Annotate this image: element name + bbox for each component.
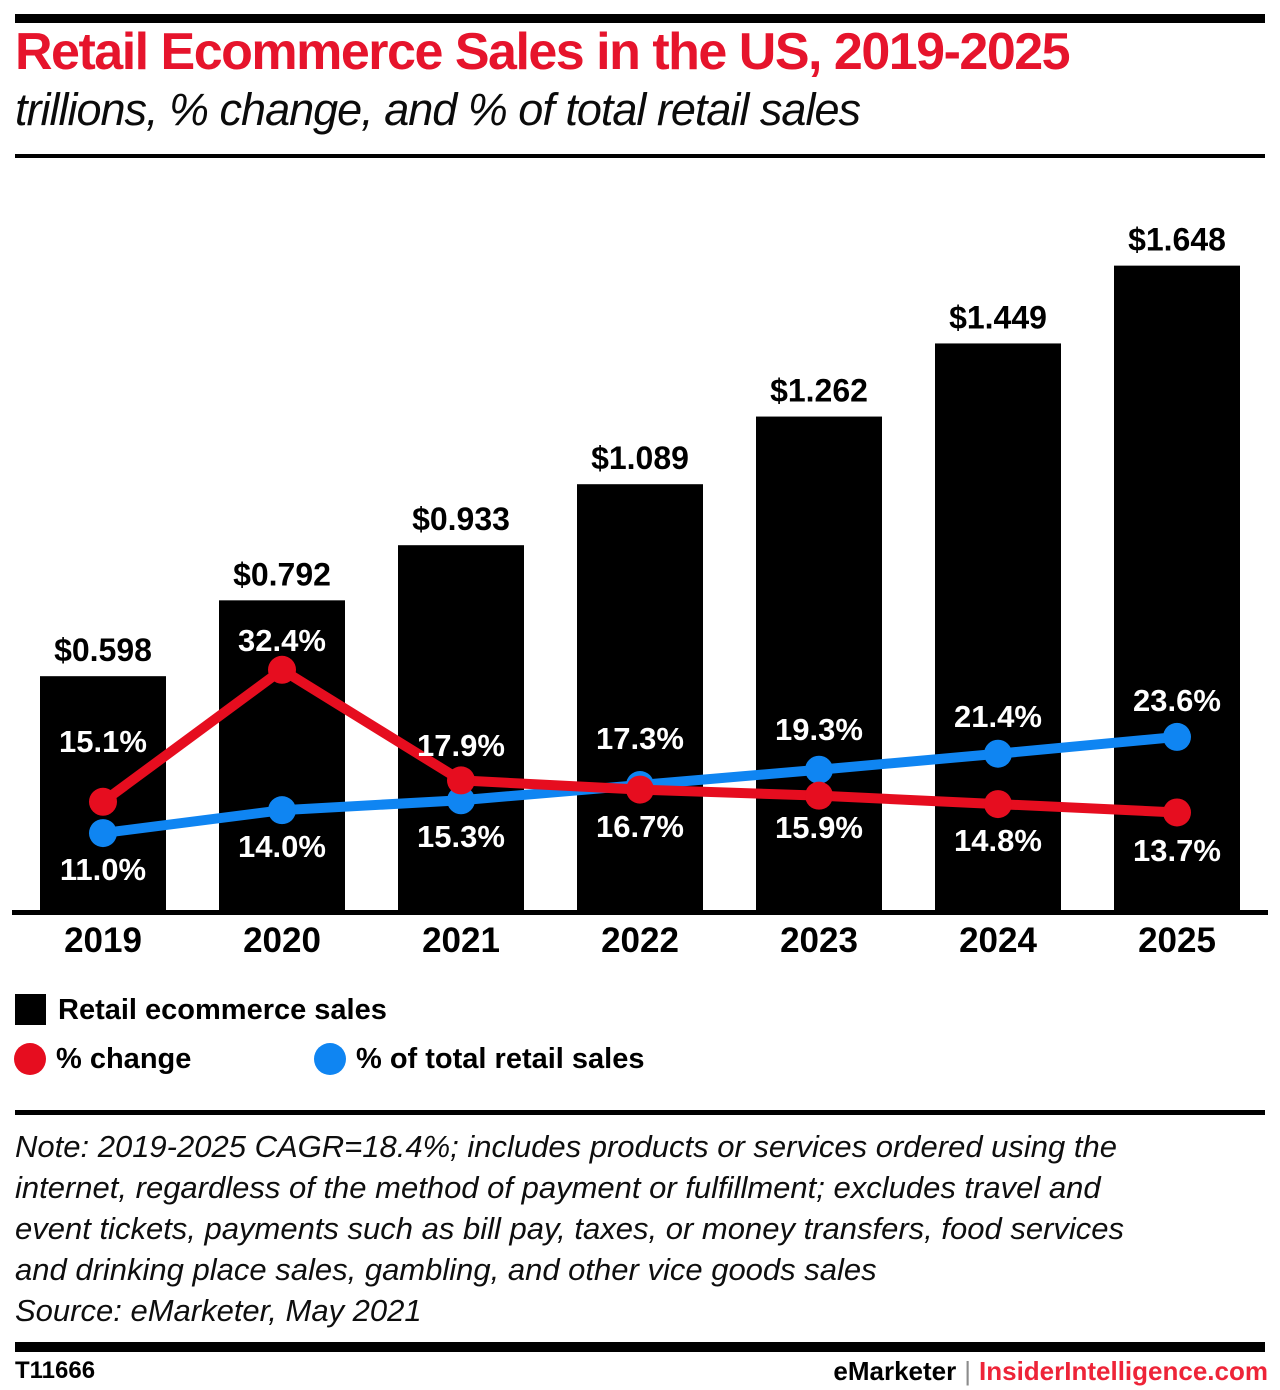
bar-2023 bbox=[756, 416, 882, 910]
pct-of-total-label-2025: 23.6% bbox=[1133, 683, 1221, 718]
title-divider bbox=[15, 154, 1265, 158]
pct-of-total-label-2019: 11.0% bbox=[60, 852, 146, 887]
pct-of-total-point-2021 bbox=[447, 786, 475, 815]
x-axis-label-2023: 2023 bbox=[780, 921, 858, 960]
chart-title: Retail Ecommerce Sales in the US, 2019-2… bbox=[15, 23, 1071, 81]
bar-2022 bbox=[577, 484, 703, 910]
note-divider bbox=[15, 1110, 1265, 1115]
note-line: event tickets, payments such as bill pay… bbox=[15, 1211, 1125, 1246]
x-axis-label-2024: 2024 bbox=[959, 921, 1037, 960]
pct-change-label-2019: 15.1% bbox=[59, 724, 147, 759]
bar-2021 bbox=[398, 545, 524, 910]
pct-of-total-label-2024: 21.4% bbox=[954, 699, 1042, 734]
pct-change-point-2020 bbox=[268, 655, 296, 684]
chart-svg: $0.598 $0.792 $0.933 $1.089 $1.262 $1.449 $1.6… bbox=[12, 222, 1268, 960]
pct-change-label-2025: 13.7% bbox=[1133, 833, 1221, 868]
x-axis-label-2025: 2025 bbox=[1138, 921, 1216, 960]
footer-rule bbox=[15, 1342, 1265, 1352]
pct-of-total-label-2022: 17.3% bbox=[596, 721, 684, 756]
pct-change-label-2021: 17.9% bbox=[417, 728, 505, 763]
pct-of-total-point-2025 bbox=[1163, 722, 1191, 751]
pct-of-total-label-2020: 14.0% bbox=[238, 829, 326, 864]
legend-bar-swatch bbox=[15, 994, 46, 1025]
note-line: internet, regardless of the method of pa… bbox=[15, 1170, 1101, 1205]
bar-value-label-2024: $1.449 bbox=[949, 299, 1047, 335]
legend-label-retail-ecommerce-sales: Retail ecommerce sales bbox=[58, 994, 387, 1026]
x-axis-label-2019: 2019 bbox=[64, 921, 142, 960]
pct-of-total-label-2021: 15.3% bbox=[417, 819, 505, 854]
legend-blue-dot-icon bbox=[314, 1043, 346, 1075]
top-rule bbox=[15, 14, 1265, 23]
pct-change-point-2021 bbox=[447, 766, 475, 795]
pct-change-label-2020: 32.4% bbox=[238, 623, 326, 658]
pct-change-point-2022 bbox=[626, 775, 654, 804]
bar-value-label-2019: $0.598 bbox=[54, 632, 152, 668]
bar-value-label-2021: $0.933 bbox=[412, 501, 510, 537]
footnote: Note: 2019-2025 CAGR=18.4%; includes pro… bbox=[15, 1126, 1265, 1331]
footer-branding: eMarketer | InsiderIntelligence.com bbox=[833, 1356, 1268, 1387]
note-line: and drinking place sales, gambling, and … bbox=[15, 1252, 877, 1287]
insider-intelligence-link[interactable]: InsiderIntelligence.com bbox=[979, 1356, 1268, 1386]
pct-of-total-point-2019 bbox=[89, 819, 117, 848]
emarketer-logo-text: eMarketer bbox=[833, 1356, 957, 1386]
chart-id: T11666 bbox=[15, 1357, 96, 1384]
pct-change-label-2023: 15.9% bbox=[775, 810, 863, 845]
pct-of-total-label-2023: 19.3% bbox=[775, 712, 863, 747]
bar-value-label-2020: $0.792 bbox=[233, 556, 331, 592]
legend-label-pct-of-total-retail-sales: % of total retail sales bbox=[356, 1043, 645, 1075]
note-line: Note: 2019-2025 CAGR=18.4%; includes pro… bbox=[15, 1129, 1117, 1164]
pct-change-point-2024 bbox=[984, 790, 1012, 819]
footer-separator: | bbox=[964, 1356, 972, 1386]
legend-red-dot-icon bbox=[14, 1043, 46, 1075]
bar-value-label-2023: $1.262 bbox=[770, 373, 868, 409]
pct-change-label-2022: 16.7% bbox=[596, 809, 684, 844]
pct-change-point-2019 bbox=[89, 787, 117, 816]
pct-change-point-2023 bbox=[805, 781, 833, 810]
bar-2020 bbox=[219, 600, 345, 910]
x-axis-line bbox=[12, 910, 1268, 915]
pct-change-point-2025 bbox=[1163, 798, 1191, 827]
pct-of-total-point-2024 bbox=[984, 739, 1012, 768]
bar-value-label-2025: $1.648 bbox=[1128, 222, 1226, 258]
legend-label-pct-change: % change bbox=[56, 1043, 192, 1075]
pct-of-total-point-2020 bbox=[268, 796, 296, 825]
bar-value-label-2022: $1.089 bbox=[591, 440, 689, 476]
x-axis-label-2022: 2022 bbox=[601, 921, 679, 960]
source-line: Source: eMarketer, May 2021 bbox=[15, 1293, 422, 1328]
pct-change-label-2024: 14.8% bbox=[954, 823, 1042, 858]
pct-of-total-point-2023 bbox=[805, 755, 833, 784]
x-axis-label-2020: 2020 bbox=[243, 921, 321, 960]
x-axis-label-2021: 2021 bbox=[422, 921, 500, 960]
chart-subtitle: trillions, % change, and % of total reta… bbox=[15, 84, 861, 135]
